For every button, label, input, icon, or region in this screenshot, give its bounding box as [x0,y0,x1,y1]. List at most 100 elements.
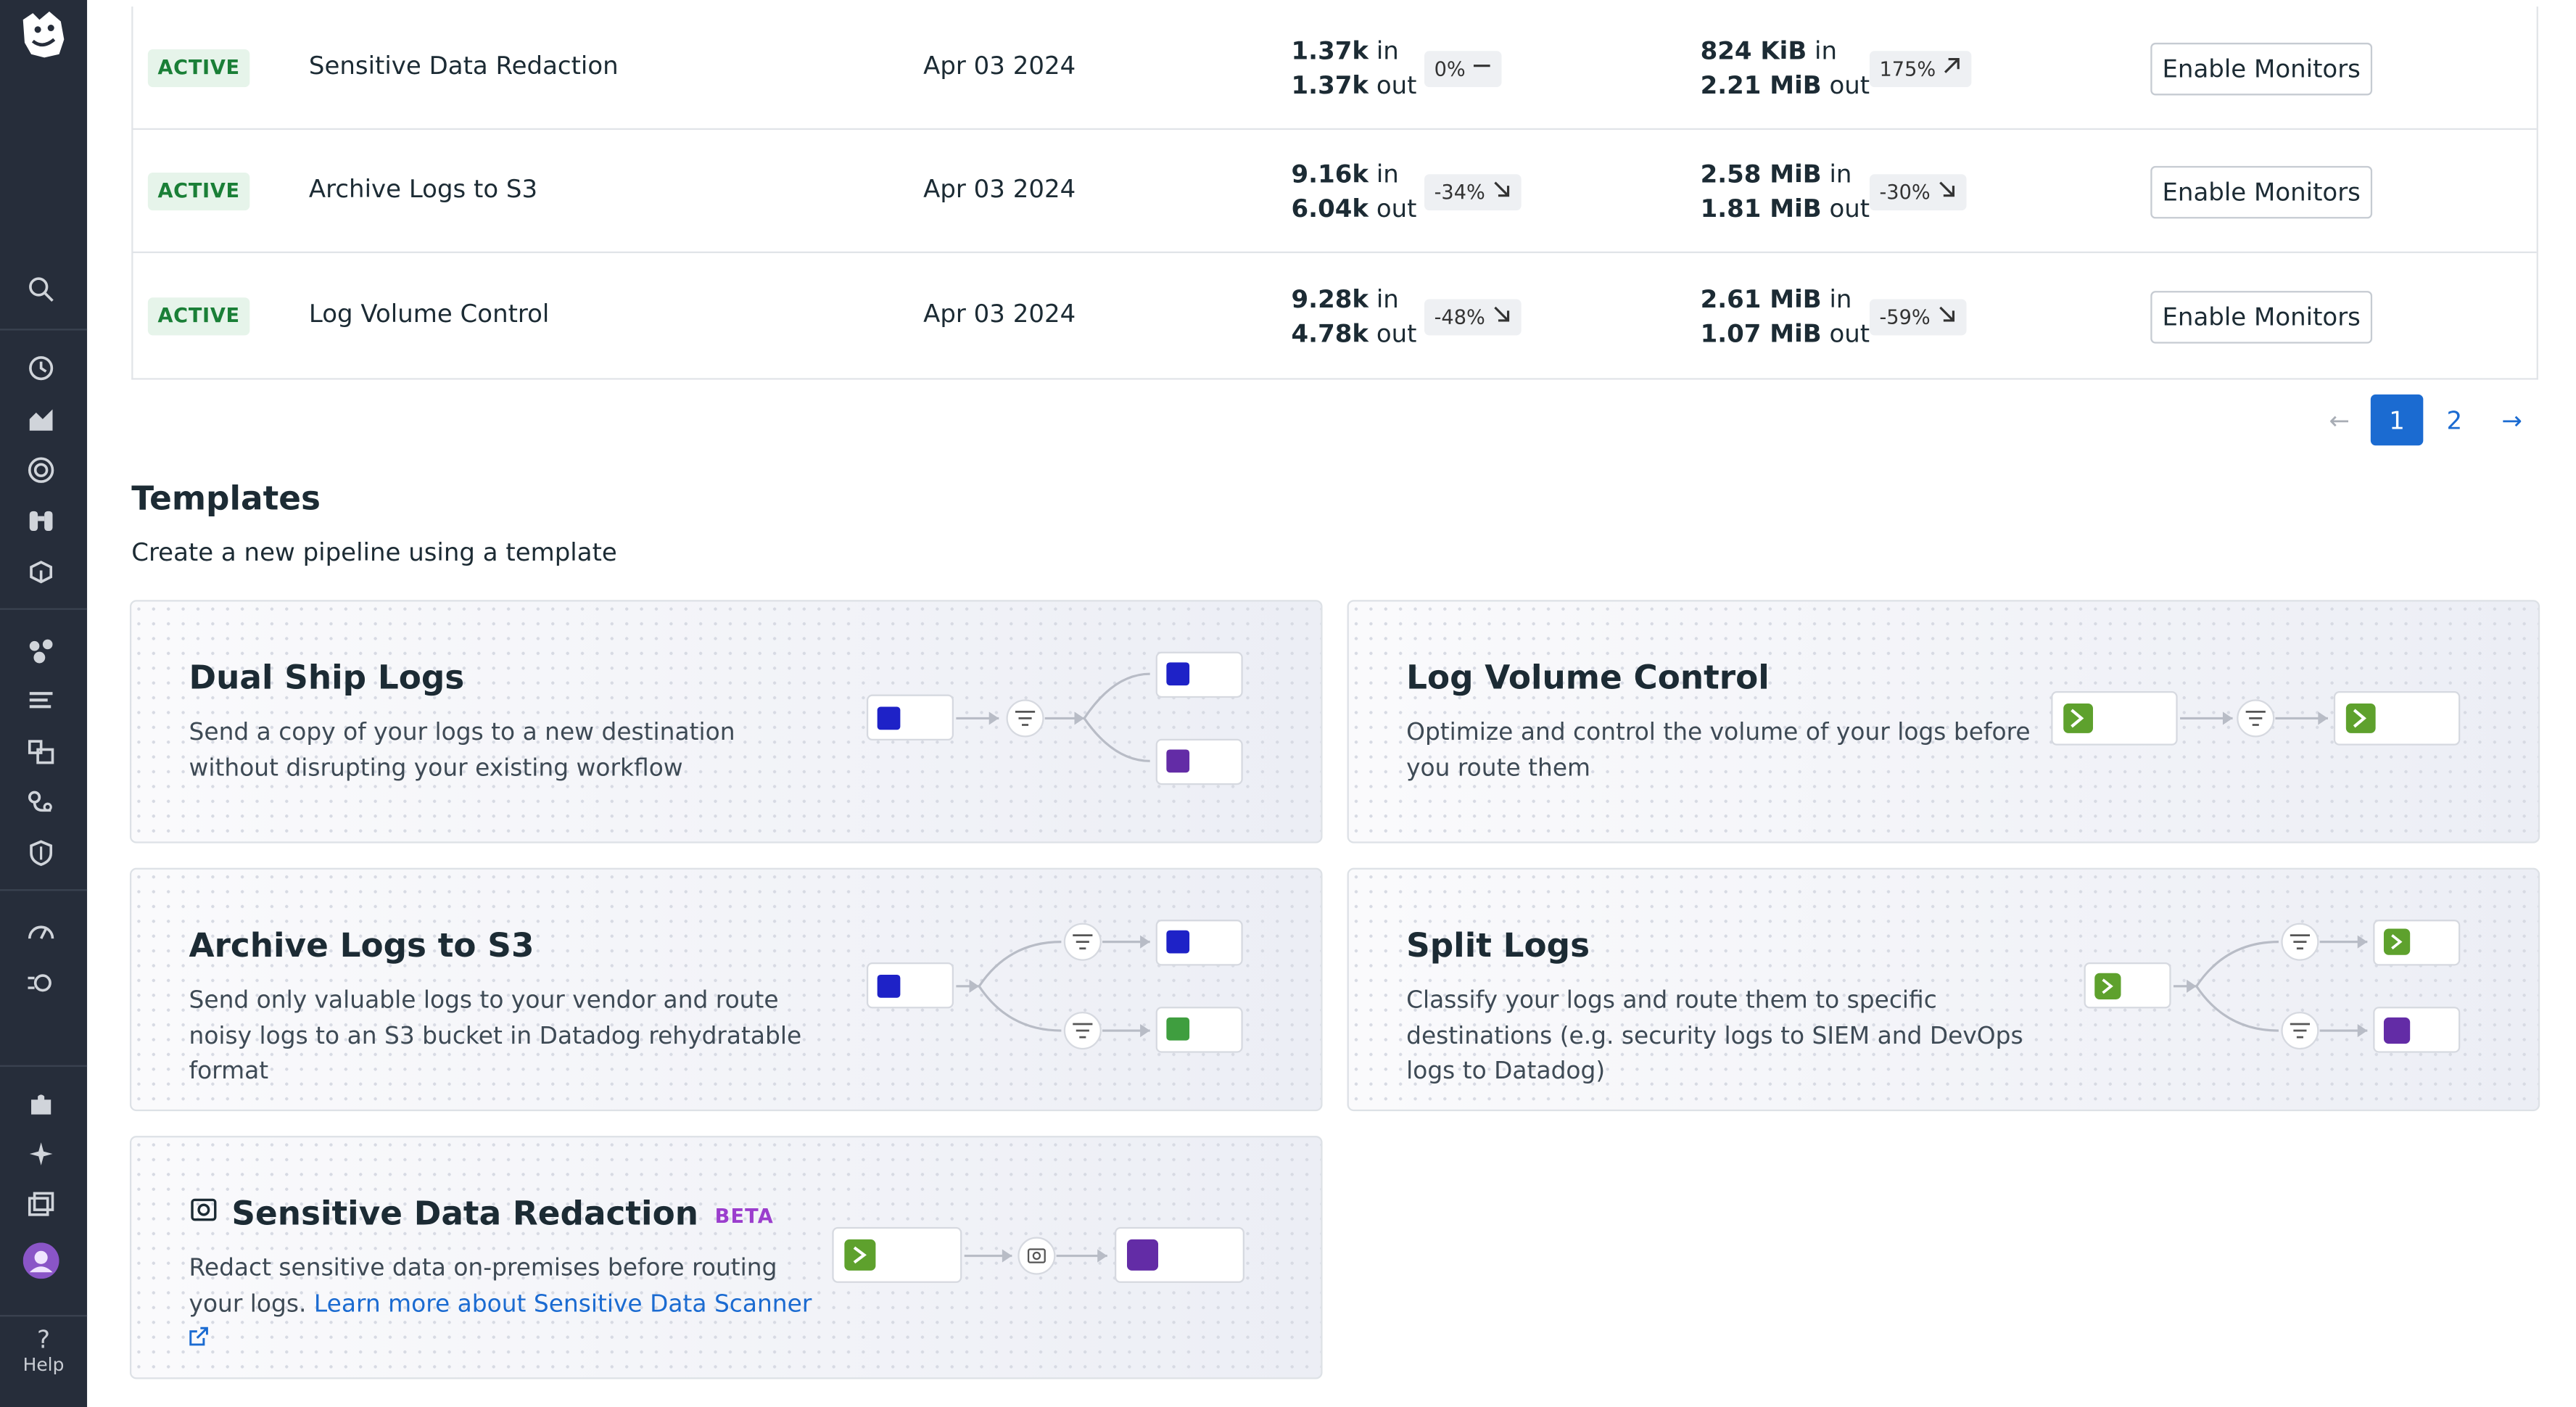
pagination-page-2[interactable]: 2 [2446,405,2463,435]
in-label: in [1376,36,1399,66]
datadog-logo-icon[interactable] [15,7,70,62]
beta-badge: BETA [714,1204,774,1227]
trend-down-icon [1937,174,1957,210]
in-label: in [1829,284,1852,314]
template-card-sensitive-data-redaction[interactable]: Sensitive Data Redaction BETA Redact sen… [129,1136,1323,1379]
out-label: out [1829,70,1870,101]
learn-more-link[interactable]: Learn more about Sensitive Data Scanner [189,1291,812,1353]
bytes-out-value: 2.21 MiB [1700,70,1822,101]
bytes-out-value: 1.81 MiB [1700,194,1822,224]
events-cell: 9.16k in 6.04k out [1292,158,1417,227]
observability-pipelines-icon[interactable] [23,965,59,1001]
template-card-dual-ship-logs[interactable]: Dual Ship Logs Send a copy of your logs … [129,600,1323,843]
watchdog-icon[interactable] [23,503,59,540]
trend-flat-icon [1472,51,1492,87]
security-icon[interactable] [23,835,59,871]
pipeline-date: Apr 03 2024 [923,51,1076,81]
card-title: Log Volume Control [1406,658,1770,697]
templates-heading: Templates [131,478,321,518]
enable-monitors-button[interactable]: Enable Monitors [2150,291,2373,344]
in-label: in [1376,284,1399,314]
user-avatar-icon[interactable] [22,1242,59,1279]
pipeline-date: Apr 03 2024 [923,299,1076,329]
trend-down-icon [1492,174,1511,210]
infrastructure-icon[interactable] [23,633,59,669]
help-icon: ? [37,1324,51,1355]
in-label: in [1376,159,1399,189]
trend-down-icon [1937,299,1957,335]
table-row[interactable]: ACTIVE Archive Logs to S3 Apr 03 2024 9.… [133,130,2537,254]
template-card-log-volume-control[interactable]: Log Volume Control Optimize and control … [1347,600,2540,843]
card-description: Send a copy of your logs to a new destin… [189,719,735,782]
events-out-value: 4.78k [1291,318,1368,349]
pagination-next-button[interactable]: → [2501,405,2522,435]
out-label: out [1376,318,1417,349]
metrics-icon[interactable] [23,733,59,769]
events-in-value: 9.28k [1291,284,1368,314]
card-title-text: Archive Logs to S3 [189,925,534,965]
in-label: in [1815,36,1838,66]
status-badge: ACTIVE [147,172,250,211]
bytes-cell: 2.58 MiB in 1.81 MiB out [1701,158,1870,227]
bytes-out-value: 1.07 MiB [1700,318,1822,349]
events-delta-badge: 0% [1424,51,1502,88]
performance-icon[interactable] [23,914,59,950]
delta-value: 0% [1434,57,1466,81]
monitors-icon[interactable] [23,452,59,488]
enable-monitors-button[interactable]: Enable Monitors [2150,165,2373,219]
out-label: out [1376,194,1417,224]
trend-up-icon [1942,51,1962,87]
bits-ai-icon[interactable] [23,1136,59,1172]
pipeline-name[interactable]: Log Volume Control [308,299,550,329]
learn-more-text: Learn more about Sensitive Data Scanner [313,1291,812,1318]
pagination-page-1[interactable]: 1 [2370,394,2424,446]
card-title: Archive Logs to S3 [189,925,534,965]
enable-monitors-button[interactable]: Enable Monitors [2150,42,2373,96]
card-title: Split Logs [1406,925,1590,965]
integrations-puzzle-icon[interactable] [23,1086,59,1123]
search-icon[interactable] [23,271,59,308]
pipeline-name[interactable]: Sensitive Data Redaction [308,51,619,81]
help-button[interactable]: ? Help [0,1325,87,1376]
pagination-prev-button[interactable]: ← [2329,405,2350,435]
delta-value: 175% [1879,57,1936,81]
events-cell: 9.28k in 4.78k out [1292,283,1417,352]
events-in-value: 9.16k [1291,159,1368,189]
templates-subtitle: Create a new pipeline using a template [131,537,617,567]
delta-value: -30% [1879,181,1931,205]
card-title-text: Split Logs [1406,925,1590,965]
events-out-value: 1.37k [1291,70,1368,101]
template-card-split-logs[interactable]: Split Logs Classify your logs and route … [1347,867,2540,1112]
bytes-in-value: 2.61 MiB [1700,284,1822,314]
status-badge: ACTIVE [147,49,250,88]
out-label: out [1829,194,1870,224]
status-badge: ACTIVE [147,297,250,336]
out-label: out [1376,70,1417,101]
card-description-text: Redact sensitive data on-premises before… [189,1255,777,1318]
pipelines-table: ACTIVE Sensitive Data Redaction Apr 03 2… [131,7,2538,380]
history-icon[interactable] [23,350,59,387]
bytes-cell: 824 KiB in 2.21 MiB out [1701,35,1870,104]
card-title-text: Log Volume Control [1406,657,1770,697]
card-title-text: Sensitive Data Redaction [231,1193,698,1233]
external-link-icon [189,1326,208,1346]
bytes-delta-badge: 175% [1869,51,1973,88]
dashboards-icon[interactable] [23,401,59,437]
card-description: Classify your logs and route them to spe… [1406,988,2023,1085]
card-title-text: Dual Ship Logs [189,657,465,697]
card-description: Send only valuable logs to your vendor a… [189,988,802,1085]
bytes-cell: 2.61 MiB in 1.07 MiB out [1701,283,1870,352]
delta-value: -48% [1434,305,1485,329]
table-row[interactable]: ACTIVE Sensitive Data Redaction Apr 03 2… [133,7,2537,131]
pipeline-name[interactable]: Archive Logs to S3 [308,174,538,205]
table-row[interactable]: ACTIVE Log Volume Control Apr 03 2024 9.… [133,255,2536,378]
integrations-icon[interactable] [23,784,59,820]
delta-value: -34% [1434,181,1485,205]
apm-icon[interactable] [23,554,59,590]
template-card-archive-logs-s3[interactable]: Archive Logs to S3 Send only valuable lo… [129,867,1323,1112]
events-cell: 1.37k in 1.37k out [1292,35,1417,104]
logs-icon[interactable] [23,682,59,719]
bytes-in-value: 824 KiB [1700,36,1807,66]
events-in-value: 1.37k [1291,36,1368,66]
notebooks-icon[interactable] [23,1187,59,1223]
